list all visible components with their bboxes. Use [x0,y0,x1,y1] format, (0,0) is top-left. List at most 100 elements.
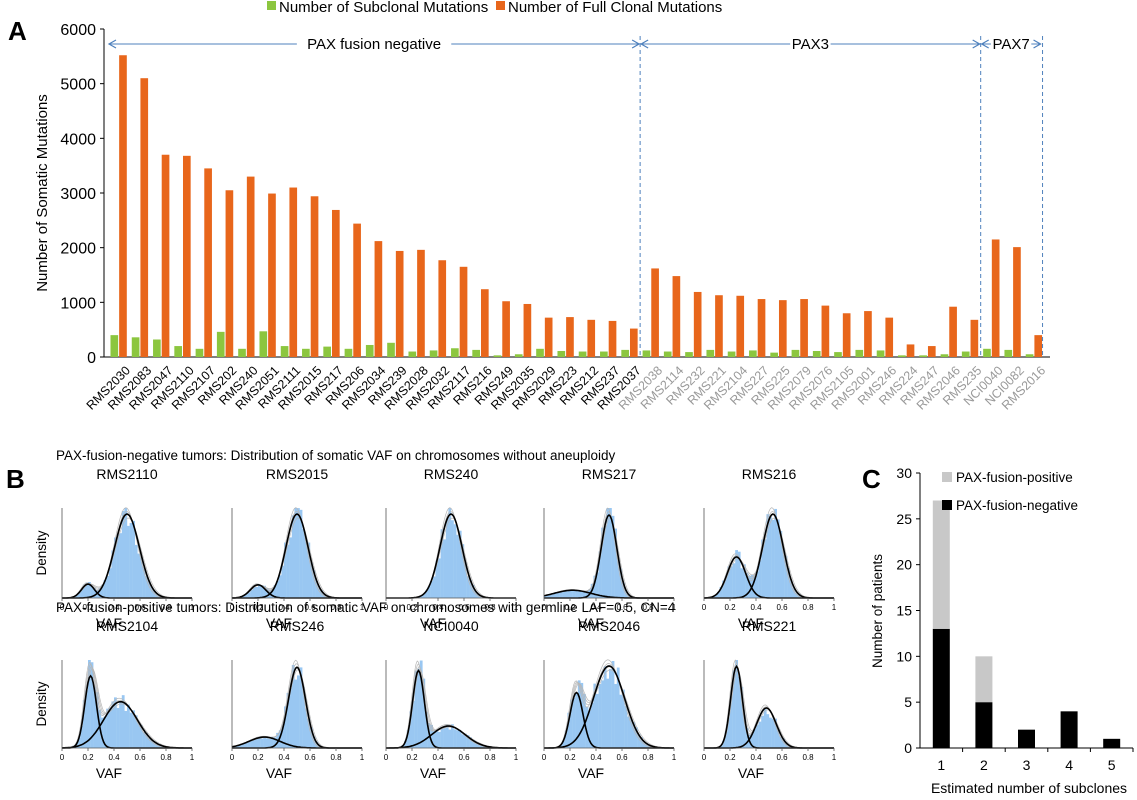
hist-bar [307,719,311,748]
hist-bar [304,539,308,598]
hist-bar [250,739,253,748]
hist-bar [268,738,272,748]
vaf-plot-title: RMS221 [742,618,797,634]
hist-bar [580,591,584,598]
hist-bar [88,582,91,598]
bar-subclonal-RMS217 [323,346,331,357]
bar-fusion-negative-5 [1103,738,1121,748]
group-label-2: PAX7 [992,36,1029,53]
hist-bar [611,515,615,598]
hist-bar [315,581,318,598]
hist-bar [567,590,571,598]
hist-bar [782,547,785,598]
hist-bar [477,742,480,748]
bar-subclonal-RMS2051 [259,331,268,357]
vaf-tick-label: 0.6 [134,753,146,762]
bar-full-clonal-RMS2117 [459,266,468,357]
hist-bar [134,544,138,598]
hist-bar [124,710,128,748]
group-arrow-head-right [1033,39,1042,49]
vaf-tick-label: 1 [832,603,837,612]
hist-bar [77,737,81,748]
hist-bar [453,524,457,598]
hist-bar [258,737,261,748]
hist-bar [147,737,151,748]
hist-bar [575,590,578,598]
x-tick-label-4: 4 [1065,757,1073,773]
hist-bar [153,590,156,598]
hist-bar [588,710,591,748]
vaf-tick-label: 0.4 [278,753,290,762]
vaf-axis-title: VAF [578,765,604,781]
bar-full-clonal-RMS2046 [949,306,957,357]
bar-subclonal-RMS2016 [1025,354,1034,357]
hist-bar [622,582,625,598]
hist-bar [278,575,282,598]
hist-bar [761,715,764,748]
bar-subclonal-RMS2001 [855,349,864,357]
vaf-plot-RMS2104: RMS2104 0 0.2 0.4 0.6 0.8 1 VAF [60,618,195,781]
bar-full-clonal-RMS2076 [821,305,830,357]
hist-bar [714,594,718,598]
vaf-tick-label: 0.8 [160,603,172,612]
vaf-tick-label: 0.2 [406,753,418,762]
hist-bar [121,695,125,748]
hist-bar [140,724,143,748]
bar-subclonal-RMS232 [685,352,693,357]
hist-bar [549,594,552,598]
hist-bar [80,725,83,748]
vaf-tick-label: 0 [60,753,65,762]
vaf-tick-label: 0.2 [724,603,736,612]
hist-bar [245,593,248,598]
hist-bar [717,591,720,598]
bar-full-clonal-RMS225 [778,300,787,357]
bar-full-clonal-RMS2035 [523,303,532,357]
hist-bar [640,737,643,748]
vaf-plot-title: RMS240 [424,466,479,482]
bar-subclonal-RMS2111 [280,346,289,357]
hist-bar [237,745,240,748]
group-arrow-head-right [972,39,981,49]
y-axis-title: Number of Somatic Mutations [34,94,51,292]
hist-bar [427,586,431,598]
vaf-plot-title: NCI0040 [423,618,478,634]
bar-full-clonal-RMS2105 [842,313,851,357]
hist-bar [281,565,285,598]
hist-bar [458,730,462,748]
hist-bar [771,718,775,748]
hist-bar [546,595,550,598]
vaf-tick-label: 0 [384,753,389,762]
hist-bar [596,693,599,748]
bar-full-clonal-RMS2107 [204,168,212,357]
bar-subclonal-RMS2076 [812,350,821,357]
hist-bar [445,724,449,748]
vaf-axis-title: VAF [578,615,604,631]
vaf-plot-RMS216: RMS216 0 0.2 0.4 0.6 0.8 1 VAF [702,466,837,631]
hist-bar [758,560,762,598]
legend-swatch-fusion-negative [942,500,952,510]
hist-bar [458,530,462,598]
hist-bar [779,736,783,748]
bar-full-clonal-RMS2104 [736,295,745,357]
vaf-tick-label: 0.8 [484,753,496,762]
vaf-axis-title: VAF [738,615,764,631]
hist-bar [111,550,115,598]
hist-bar [263,736,266,748]
vaf-plot-RMS217: RMS217 0 0.2 0.4 0.6 0.8 1 VAF [542,466,677,631]
hist-bar [642,741,646,748]
hist-bar [719,745,723,748]
bar-full-clonal-RMS2034 [374,241,383,357]
hist-bar [315,741,318,748]
hist-bar [722,740,725,748]
hist-bar [559,744,563,748]
y-tick-label: 5 [904,694,912,710]
vaf-plot-RMS246: RMS246 0 0.2 0.4 0.6 0.8 1 VAF [230,618,365,781]
vaf-tick-label: 0.4 [108,753,120,762]
vaf-tick-label: 0 [702,603,707,612]
hist-bar [727,566,731,598]
hist-bar [247,741,251,748]
vaf-plot-NCI0040: NCI0040 0 0.2 0.4 0.6 0.8 1 VAF [384,618,519,781]
hist-bar [432,731,436,748]
y-tick-label: 1000 [60,295,96,312]
y-tick-label: 20 [896,557,912,573]
